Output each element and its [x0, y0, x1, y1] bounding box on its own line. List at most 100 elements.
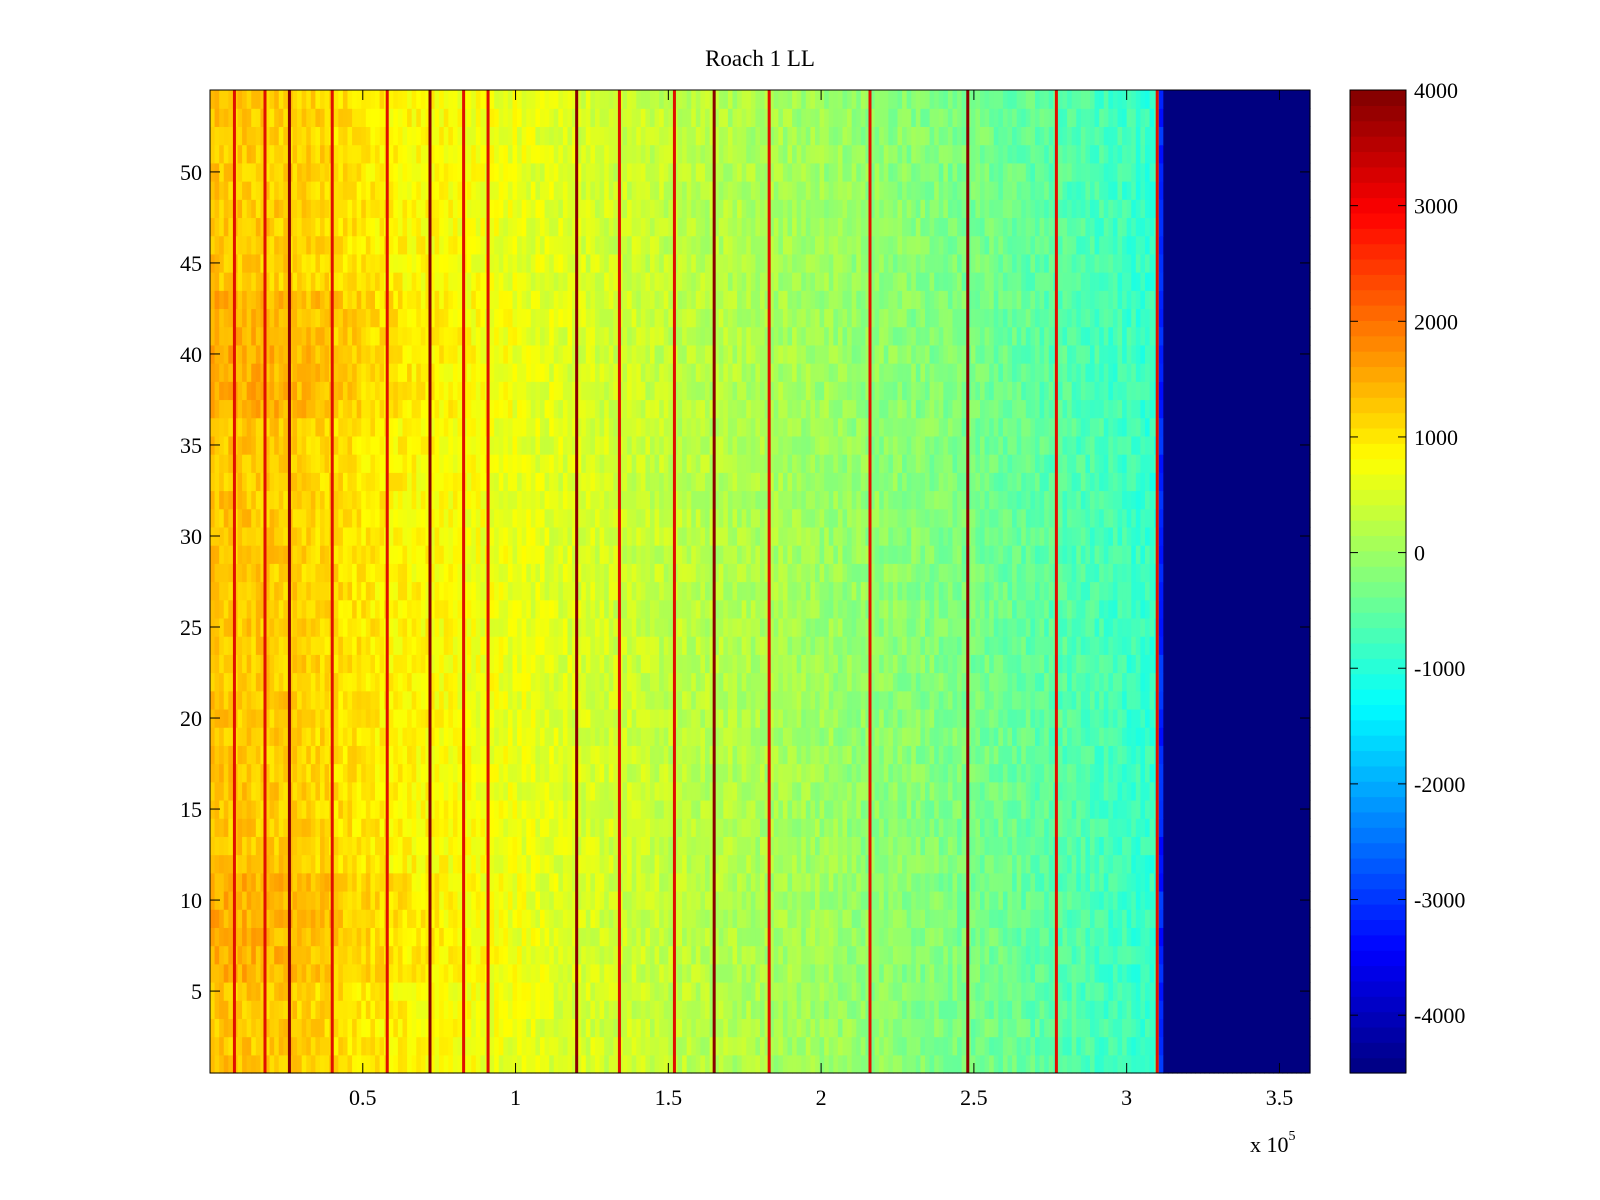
heatmap-cell [1085, 690, 1091, 710]
heatmap-cell [425, 818, 431, 837]
heatmap-cell [1209, 745, 1215, 765]
heatmap-cell [297, 981, 303, 1001]
heatmap-cell [892, 1000, 899, 1019]
heatmap-cell [856, 727, 862, 746]
heatmap-cell [1044, 890, 1050, 910]
heatmap-cell [1039, 763, 1045, 783]
heatmap-cell [292, 1054, 298, 1074]
heatmap-cell [805, 945, 812, 965]
heatmap-cell [1158, 854, 1164, 874]
heatmap-cell [604, 890, 610, 910]
heatmap-cell [787, 1054, 793, 1074]
heatmap-cell [819, 781, 825, 801]
heatmap-cell [297, 763, 303, 783]
heatmap-cell [1209, 781, 1215, 801]
heatmap-cell [1177, 745, 1183, 765]
heatmap-cell [741, 909, 747, 928]
heatmap-cell [1030, 981, 1036, 1001]
heatmap-cell [833, 981, 839, 1001]
heatmap-cell [1177, 836, 1183, 856]
heatmap-cell [714, 690, 720, 710]
heatmap-cell [957, 763, 963, 783]
heatmap-cell [1025, 945, 1032, 965]
heatmap-cell [540, 890, 546, 910]
heatmap-cell [480, 945, 486, 965]
heatmap-cell [388, 1054, 394, 1074]
heatmap-cell [1305, 1000, 1311, 1019]
heatmap-cell [1062, 836, 1068, 856]
heatmap-cell [228, 690, 234, 710]
heatmap-cell [915, 945, 922, 965]
heatmap-cell [1227, 1000, 1233, 1019]
heatmap-cell [851, 1000, 857, 1019]
heatmap-cell [1145, 981, 1151, 1001]
heatmap-cell [1255, 927, 1261, 947]
heatmap-cell [540, 945, 546, 965]
heatmap-cell [870, 799, 876, 819]
heatmap-cell [278, 1018, 284, 1038]
heatmap-cell [1232, 1018, 1238, 1038]
heatmap-cell [925, 763, 931, 783]
heatmap-cell [947, 781, 954, 801]
heatmap-cell [819, 818, 825, 837]
heatmap-cell [585, 763, 592, 783]
heatmap-cell [1067, 708, 1073, 728]
heatmap-cell [842, 1054, 848, 1074]
heatmap-cell [1149, 854, 1155, 874]
heatmap-cell [1131, 763, 1137, 783]
heatmap-cell [874, 818, 880, 837]
heatmap-cell [837, 1018, 844, 1038]
heatmap-cell [1264, 963, 1270, 983]
heatmap-cell [379, 708, 385, 728]
heatmap-cell [847, 1036, 853, 1056]
heatmap-cell [503, 799, 509, 819]
heatmap-cell [274, 708, 280, 728]
heatmap-cell [265, 708, 271, 728]
heatmap-cell [737, 799, 743, 819]
heatmap-cell [407, 854, 413, 874]
heatmap-cell [947, 1036, 954, 1056]
heatmap-cell [475, 890, 482, 910]
heatmap-cell [911, 708, 917, 728]
heatmap-cell [310, 818, 317, 837]
heatmap-cell [915, 781, 922, 801]
heatmap-cell [1057, 708, 1064, 728]
heatmap-cell [787, 836, 793, 856]
heatmap-cell [943, 1054, 949, 1074]
heatmap-cell [393, 799, 399, 819]
heatmap-cell [613, 799, 619, 819]
heatmap-cell [553, 890, 559, 910]
heatmap-cell [210, 1036, 216, 1056]
heatmap-cell [1236, 708, 1242, 728]
heatmap-cell [860, 1018, 867, 1038]
heatmap-cell [352, 854, 358, 874]
heatmap-cell [1259, 890, 1265, 910]
heatmap-cell [576, 890, 582, 910]
heatmap-cell [1030, 836, 1036, 856]
heatmap-cell [654, 818, 660, 837]
heatmap-cell [847, 1018, 853, 1038]
heatmap-cell [402, 909, 408, 928]
heatmap-cell [562, 909, 569, 928]
heatmap-cell [925, 909, 931, 928]
heatmap-cell [402, 836, 408, 856]
heatmap-cell [828, 781, 834, 801]
heatmap-cell [805, 854, 812, 874]
heatmap-cell [847, 799, 853, 819]
heatmap-cell [750, 854, 757, 874]
heatmap-cell [700, 1018, 706, 1038]
heatmap-cell [695, 763, 702, 783]
heatmap-cell [324, 945, 330, 965]
heatmap-cell [1282, 1036, 1288, 1056]
heatmap-cell [993, 963, 999, 983]
heatmap-cell [1232, 1000, 1238, 1019]
heatmap-cell [517, 927, 523, 947]
heatmap-cell [1200, 963, 1206, 983]
heatmap-cell [581, 945, 587, 965]
heatmap-cell [961, 799, 967, 819]
heatmap-cell [507, 981, 514, 1001]
heatmap-cell [1296, 945, 1302, 965]
heatmap-cell [1172, 799, 1178, 819]
heatmap-cell [599, 890, 605, 910]
heatmap-cell [1186, 945, 1192, 965]
